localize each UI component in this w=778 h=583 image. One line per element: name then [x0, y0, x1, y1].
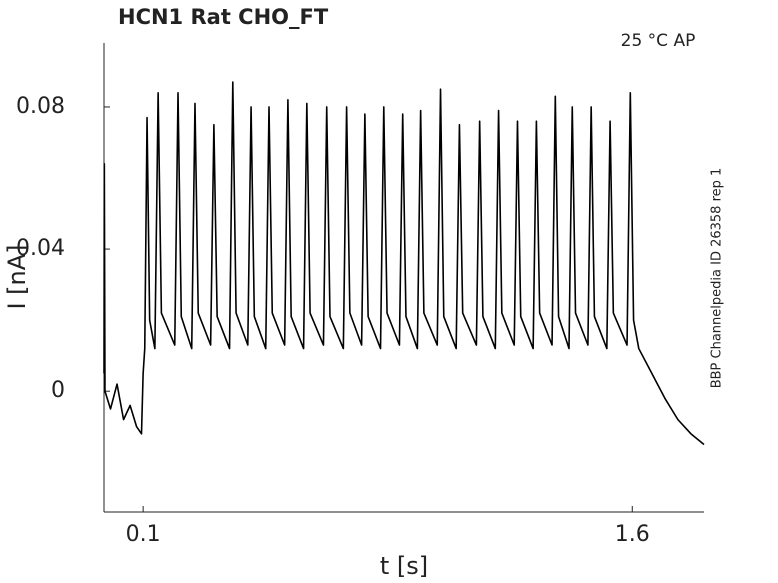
- x-tick-label: 1.6: [615, 522, 650, 547]
- side-note: BBP Channelpedia ID 26358 rep 1: [710, 168, 725, 389]
- x-tick-label: 0.1: [126, 522, 161, 547]
- chart-title: HCN1 Rat CHO_FT: [118, 5, 329, 29]
- y-tick-label: 0: [51, 378, 65, 403]
- annotation: 25 °C AP: [621, 31, 696, 51]
- y-tick-label: 0.08: [16, 94, 65, 119]
- x-axis-label: t [s]: [380, 552, 428, 580]
- trace: [103, 81, 705, 446]
- y-axis-label: I [nA]: [3, 244, 31, 309]
- y-tick-label: 0.04: [16, 236, 65, 261]
